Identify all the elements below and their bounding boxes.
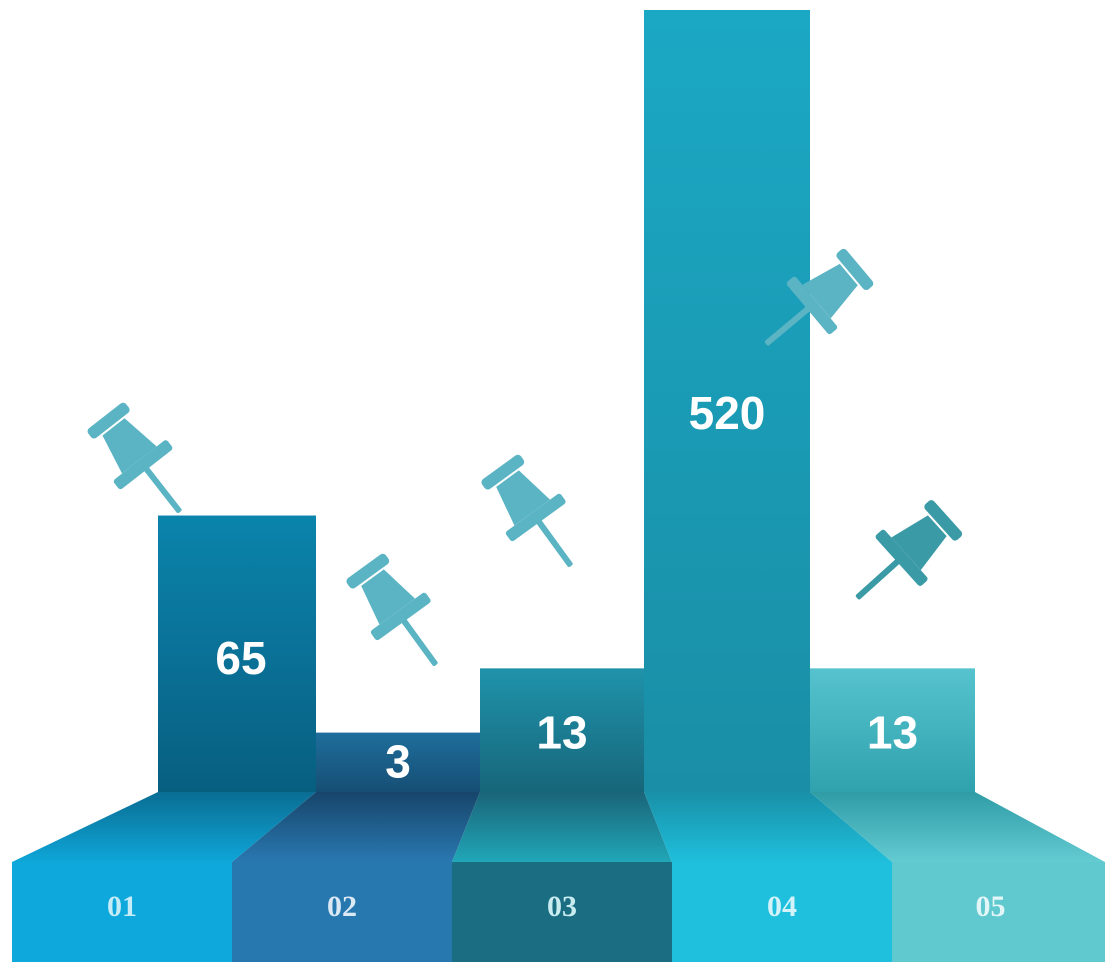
value-label: 13 xyxy=(536,707,587,759)
pushpin-icon xyxy=(481,454,573,567)
base-step-01 xyxy=(12,792,316,862)
category-label: 04 xyxy=(767,890,797,923)
base-block-01 xyxy=(12,862,232,962)
value-label: 65 xyxy=(215,632,266,684)
base-blocks xyxy=(12,862,1105,962)
base-step-04 xyxy=(644,792,892,862)
category-label: 01 xyxy=(107,890,137,923)
base-block-02 xyxy=(232,862,452,962)
value-label: 520 xyxy=(689,387,766,439)
pushpin-icon xyxy=(764,248,874,346)
bar-05 xyxy=(810,668,975,792)
pushpin-icon xyxy=(855,500,963,600)
category-label: 02 xyxy=(327,890,357,923)
pushpin-icon xyxy=(87,402,182,514)
base-steps xyxy=(12,792,1105,862)
pushpins xyxy=(87,248,963,666)
base-block-04 xyxy=(672,862,892,962)
base-step-02 xyxy=(232,792,480,862)
category-label: 03 xyxy=(547,890,577,923)
value-label: 13 xyxy=(867,707,918,759)
bars xyxy=(158,10,975,792)
category-label: 05 xyxy=(976,890,1006,923)
bar-02 xyxy=(316,732,480,792)
bar-04 xyxy=(644,10,810,792)
base-step-03 xyxy=(452,792,672,862)
bar-01 xyxy=(158,515,316,792)
value-label: 3 xyxy=(385,735,411,787)
base-step-05 xyxy=(810,792,1105,862)
labels: 01 02 03 04 05 65 3 13 520 13 xyxy=(107,387,1006,923)
base-block-03 xyxy=(452,862,672,962)
bar-03 xyxy=(480,668,644,792)
base-block-05 xyxy=(892,862,1105,962)
pushpin-icon xyxy=(346,553,438,666)
